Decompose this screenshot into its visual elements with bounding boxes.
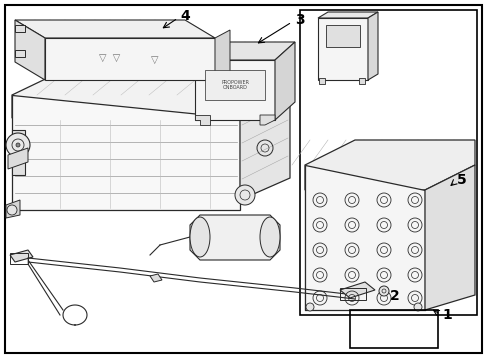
Bar [205, 70, 265, 100]
Circle shape [7, 205, 17, 215]
Polygon shape [15, 20, 45, 80]
Polygon shape [15, 25, 25, 32]
Text: ▽: ▽ [151, 55, 159, 65]
Polygon shape [15, 50, 25, 57]
Polygon shape [368, 12, 378, 80]
Polygon shape [319, 78, 325, 84]
Circle shape [16, 143, 20, 147]
Polygon shape [275, 42, 295, 120]
Polygon shape [195, 115, 210, 125]
Polygon shape [260, 115, 275, 125]
Circle shape [379, 286, 389, 296]
Polygon shape [10, 250, 33, 262]
Text: 4: 4 [180, 9, 190, 23]
Text: ▽  ▽: ▽ ▽ [99, 53, 121, 63]
Bar [300, 10, 477, 315]
Polygon shape [150, 274, 162, 282]
Polygon shape [340, 282, 375, 298]
Circle shape [235, 185, 255, 205]
Polygon shape [12, 72, 290, 118]
Polygon shape [6, 200, 20, 218]
Circle shape [414, 303, 422, 311]
Polygon shape [318, 18, 368, 80]
Polygon shape [12, 130, 25, 175]
Polygon shape [12, 95, 240, 210]
Text: PROPOWER
ONBOARD: PROPOWER ONBOARD [221, 80, 249, 90]
Polygon shape [195, 60, 275, 120]
Polygon shape [318, 12, 378, 18]
Polygon shape [45, 38, 215, 80]
Circle shape [6, 133, 30, 157]
Polygon shape [215, 30, 230, 80]
Polygon shape [240, 95, 290, 200]
Polygon shape [305, 165, 425, 310]
Polygon shape [305, 140, 475, 190]
Polygon shape [425, 165, 475, 310]
Bar [350, 310, 438, 348]
Text: 1: 1 [442, 308, 452, 322]
Polygon shape [8, 148, 28, 169]
Polygon shape [195, 42, 295, 60]
Text: 5: 5 [457, 173, 467, 187]
Bar [10, 253, 28, 264]
Polygon shape [359, 78, 365, 84]
Bar [340, 288, 366, 300]
Polygon shape [15, 20, 215, 38]
Ellipse shape [190, 217, 210, 257]
Polygon shape [190, 215, 280, 260]
Text: 2: 2 [390, 289, 400, 303]
Text: 3: 3 [295, 13, 305, 27]
Ellipse shape [260, 217, 280, 257]
Circle shape [306, 303, 314, 311]
Bar [326, 25, 360, 47]
